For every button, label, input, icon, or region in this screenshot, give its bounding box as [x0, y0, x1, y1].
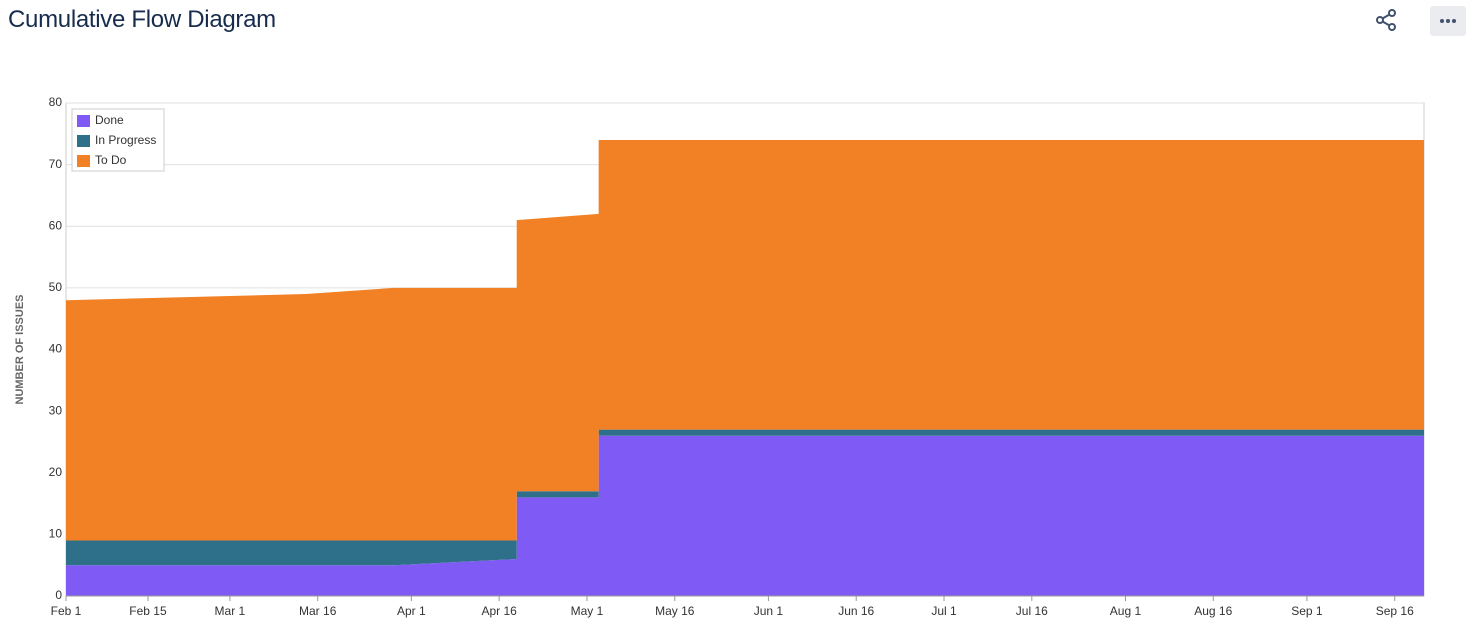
y-tick-label: 80: [49, 95, 63, 109]
x-tick-label: Aug 1: [1110, 604, 1142, 618]
more-button[interactable]: [1430, 6, 1466, 36]
legend-label: Done: [95, 113, 124, 127]
x-tick-label: May 16: [655, 604, 695, 618]
legend: Done In Progress To Do: [71, 108, 165, 172]
x-tick-label: Mar 16: [299, 604, 337, 618]
x-tick-label: Sep 16: [1376, 604, 1414, 618]
y-tick-label: 20: [49, 465, 63, 479]
y-tick-label: 0: [55, 588, 62, 602]
x-tick-label: Apr 1: [397, 604, 426, 618]
legend-swatch: [77, 155, 90, 167]
area: [66, 435, 1424, 596]
x-tick-label: Apr 16: [481, 604, 517, 618]
x-tick-label: Mar 1: [215, 604, 246, 618]
share-button[interactable]: [1372, 8, 1400, 32]
x-tick-label: Feb 1: [51, 604, 82, 618]
x-tick-label: Jun 16: [838, 604, 874, 618]
legend-label: In Progress: [95, 133, 156, 147]
x-tick-label: Jul 1: [931, 604, 957, 618]
y-axis-label: NUMBER OF ISSUES: [14, 294, 26, 404]
x-tick-label: Feb 15: [129, 604, 167, 618]
y-tick-label: 40: [49, 342, 63, 356]
y-tick-label: 10: [49, 527, 63, 541]
y-tick-label: 60: [49, 218, 63, 232]
legend-swatch: [77, 135, 90, 147]
x-tick-label: Jul 16: [1016, 604, 1048, 618]
y-tick-label: 50: [49, 280, 63, 294]
page-title: Cumulative Flow Diagram: [8, 6, 276, 33]
area: [66, 139, 1424, 541]
legend-label: To Do: [95, 153, 127, 167]
area: [66, 429, 1424, 566]
x-tick-label: May 1: [571, 604, 604, 618]
legend-swatch: [77, 115, 90, 127]
x-tick-label: Aug 16: [1194, 604, 1232, 618]
y-tick-label: 30: [49, 403, 63, 417]
x-tick-label: Sep 1: [1291, 604, 1323, 618]
y-tick-label: 70: [49, 157, 63, 171]
x-tick-label: Jun 1: [754, 604, 784, 618]
